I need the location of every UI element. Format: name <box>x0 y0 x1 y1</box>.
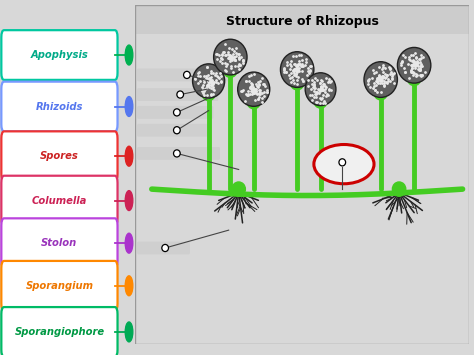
Circle shape <box>125 276 133 296</box>
FancyBboxPatch shape <box>1 30 118 80</box>
Text: Apophysis: Apophysis <box>30 50 88 60</box>
Text: Columella: Columella <box>32 196 87 206</box>
Text: Rhizoids: Rhizoids <box>36 102 83 111</box>
Circle shape <box>125 233 133 253</box>
FancyBboxPatch shape <box>1 218 118 268</box>
FancyBboxPatch shape <box>1 131 118 181</box>
Circle shape <box>125 45 133 65</box>
Circle shape <box>364 62 397 97</box>
FancyBboxPatch shape <box>1 307 118 355</box>
Circle shape <box>214 39 247 75</box>
FancyBboxPatch shape <box>137 124 210 137</box>
Circle shape <box>314 94 327 108</box>
FancyBboxPatch shape <box>137 88 219 101</box>
Circle shape <box>408 71 421 86</box>
Text: Stolon: Stolon <box>41 238 78 248</box>
Circle shape <box>183 71 190 78</box>
Circle shape <box>247 94 260 109</box>
Circle shape <box>125 191 133 211</box>
Circle shape <box>162 245 168 252</box>
Circle shape <box>392 182 406 196</box>
Circle shape <box>232 182 246 196</box>
Text: Sporangium: Sporangium <box>26 281 93 291</box>
Circle shape <box>173 127 180 134</box>
Text: Structure of Rhizopus: Structure of Rhizopus <box>226 15 379 28</box>
FancyBboxPatch shape <box>1 176 118 225</box>
Circle shape <box>237 72 270 106</box>
Ellipse shape <box>314 144 374 184</box>
FancyBboxPatch shape <box>137 106 213 119</box>
Circle shape <box>177 91 183 98</box>
Text: Spores: Spores <box>40 151 79 161</box>
FancyBboxPatch shape <box>135 5 469 34</box>
Circle shape <box>125 97 133 116</box>
Circle shape <box>173 150 180 157</box>
FancyBboxPatch shape <box>137 69 230 81</box>
Circle shape <box>281 52 314 87</box>
Circle shape <box>224 63 237 77</box>
FancyBboxPatch shape <box>137 147 220 160</box>
Circle shape <box>291 76 304 90</box>
Circle shape <box>125 322 133 342</box>
FancyBboxPatch shape <box>1 82 118 131</box>
Circle shape <box>305 73 336 105</box>
Circle shape <box>192 64 225 98</box>
Circle shape <box>397 48 431 83</box>
FancyBboxPatch shape <box>137 241 190 255</box>
Circle shape <box>374 86 387 100</box>
Circle shape <box>339 159 346 166</box>
Circle shape <box>173 109 180 116</box>
Circle shape <box>202 86 215 100</box>
FancyBboxPatch shape <box>1 261 118 311</box>
Circle shape <box>125 146 133 166</box>
Text: Sporangiophore: Sporangiophore <box>14 327 104 337</box>
